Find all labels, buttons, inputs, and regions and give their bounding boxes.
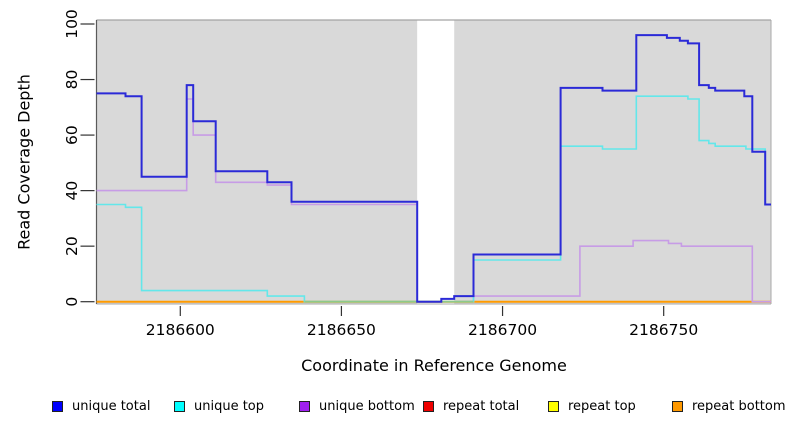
- y-tick-label: 40: [63, 181, 81, 201]
- x-tick-label: 2186750: [629, 321, 698, 339]
- legend-label: unique total: [72, 399, 151, 414]
- legend-item-unique-bottom: unique bottom: [299, 399, 415, 414]
- y-tick-label: 80: [63, 70, 81, 90]
- legend-item-repeat-top: repeat top: [548, 399, 636, 414]
- legend-swatch-unique-top: [174, 401, 185, 412]
- chart-svg: 2186600 2186650 2186700 2186750 0 20 40 60 80 100: [63, 9, 772, 339]
- y-axis-title: Read Coverage Depth: [14, 74, 34, 250]
- legend-swatch-unique-bottom: [299, 401, 310, 412]
- gap-band: [417, 20, 455, 304]
- legend-label: repeat total: [443, 399, 520, 414]
- series-line-unique-top: [96, 95, 771, 303]
- legend-item-repeat-bottom: repeat bottom: [672, 399, 786, 414]
- legend-swatch-repeat-total: [423, 401, 434, 412]
- chart-legend: unique total unique top unique bottom repea…: [0, 399, 792, 421]
- y-tick-label: 100: [63, 9, 81, 39]
- y-tick-label: 60: [63, 125, 81, 145]
- y-tick-label: 20: [63, 236, 81, 256]
- legend-label: repeat bottom: [692, 399, 786, 414]
- legend-item-unique-top: unique top: [174, 399, 264, 414]
- legend-swatch-unique-total: [52, 401, 63, 412]
- legend-swatch-repeat-bottom: [672, 401, 683, 412]
- x-tick-label: 2186650: [307, 321, 376, 339]
- x-tick-label: 2186700: [468, 321, 537, 339]
- legend-item-repeat-total: repeat total: [423, 399, 519, 414]
- series-line-unique-total: [96, 34, 771, 303]
- y-tick-label: 0: [63, 297, 81, 307]
- legend-label: unique top: [194, 399, 265, 414]
- x-axis-title: Coordinate in Reference Genome: [301, 356, 567, 375]
- legend-label: unique bottom: [319, 399, 415, 414]
- legend-label: repeat top: [568, 399, 636, 414]
- x-tick-label: 2186600: [146, 321, 215, 339]
- legend-item-unique-total: unique total: [52, 399, 150, 414]
- legend-swatch-repeat-top: [548, 401, 559, 412]
